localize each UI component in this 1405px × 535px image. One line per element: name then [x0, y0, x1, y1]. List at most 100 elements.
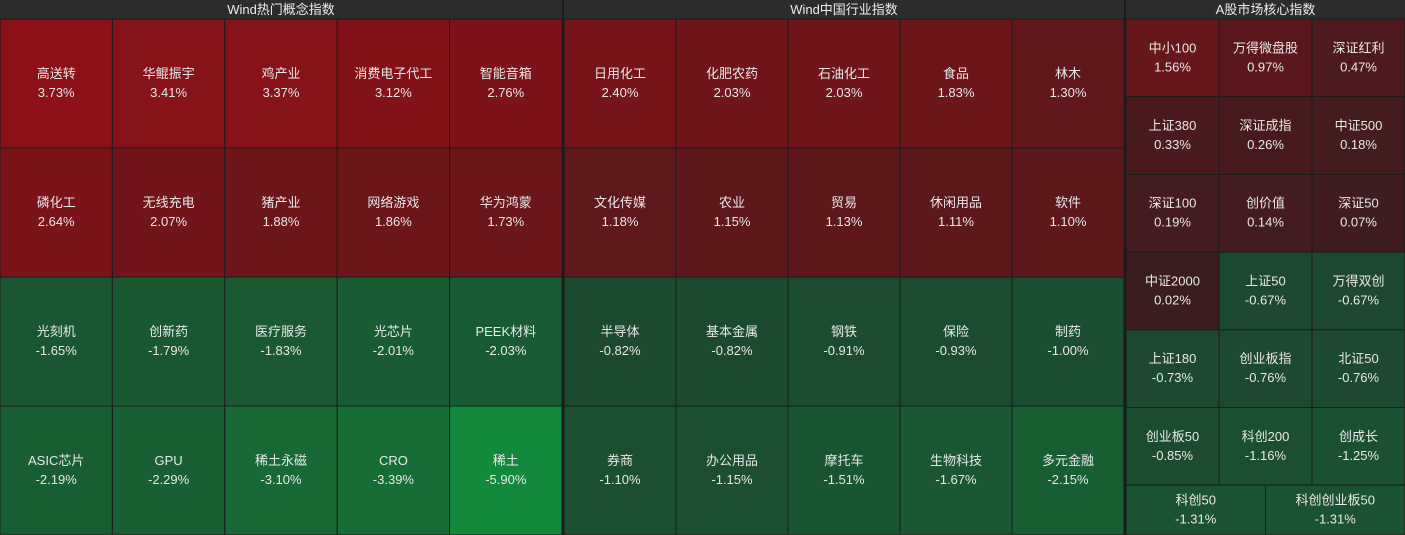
tile-value: 1.11% — [938, 214, 974, 229]
heat-tile — [1265, 484, 1405, 535]
tile-value: 1.73% — [487, 214, 524, 229]
panel-header — [564, 0, 1124, 19]
tile-name: 摩托车 — [824, 453, 863, 468]
tile-name: 鸡产业 — [261, 66, 300, 81]
tile-value: 1.83% — [938, 85, 975, 100]
heat-tile — [1218, 173, 1313, 253]
tile-value: 1.30% — [1050, 85, 1087, 100]
heat-tile — [1218, 407, 1313, 486]
tile-name: 中证2000 — [1145, 273, 1200, 288]
heat-tile — [449, 405, 563, 535]
tile-value: -1.79% — [148, 343, 190, 358]
heat-tile — [899, 18, 1013, 149]
heat-tile — [449, 147, 563, 278]
heat-tile — [675, 405, 789, 535]
tile-value: -0.82% — [711, 343, 753, 358]
tile-value: -0.67% — [1245, 292, 1287, 307]
tile-value: 0.97% — [1247, 59, 1284, 74]
tile-name: 深证50 — [1338, 196, 1378, 211]
heat-tile — [0, 147, 113, 278]
heat-tile — [899, 405, 1013, 535]
tile-value: -0.73% — [1152, 370, 1194, 385]
panel-title: Wind热门概念指数 — [227, 2, 335, 17]
heat-tile — [1011, 276, 1125, 407]
tile-name: 化肥农药 — [706, 66, 758, 81]
tile-name: 科创200 — [1242, 429, 1290, 444]
heat-tile — [1218, 329, 1313, 408]
tile-name: 科创50 — [1176, 493, 1216, 508]
tile-value: -1.31% — [1315, 512, 1357, 527]
tile-name: 网络游戏 — [367, 195, 419, 210]
tile-name: 深证红利 — [1332, 40, 1384, 55]
heat-tile — [1311, 407, 1405, 486]
tile-value: -0.85% — [1152, 448, 1194, 463]
heat-tile — [111, 276, 226, 407]
tile-name: 上证50 — [1245, 273, 1285, 288]
heat-tile — [449, 276, 563, 407]
tile-value: 3.41% — [150, 85, 187, 100]
tile-name: 文化传媒 — [594, 195, 646, 210]
heat-tile — [563, 276, 677, 407]
tile-value: 1.56% — [1154, 59, 1191, 74]
tile-value: -1.31% — [1175, 512, 1217, 527]
tile-value: 1.86% — [375, 214, 412, 229]
tile-value: 1.88% — [263, 214, 300, 229]
tile-name: 多元金融 — [1042, 453, 1094, 468]
heat-tile — [563, 147, 677, 278]
tile-value: 0.14% — [1247, 215, 1284, 230]
tile-name: 光刻机 — [37, 324, 76, 339]
tile-name: 无线充电 — [143, 195, 195, 210]
tile-value: 0.47% — [1340, 59, 1377, 74]
tile-value: -0.76% — [1338, 370, 1380, 385]
heat-tile — [336, 276, 451, 407]
tile-value: 0.02% — [1154, 292, 1191, 307]
heat-tile — [1125, 329, 1220, 408]
tile-value: -2.29% — [148, 472, 190, 487]
tile-name: 创业板指 — [1239, 351, 1291, 366]
tile-value: 2.76% — [487, 85, 524, 100]
heat-tile — [1218, 18, 1313, 98]
heat-tile — [336, 18, 451, 149]
heat-tile — [787, 405, 901, 535]
tile-name: GPU — [155, 453, 183, 468]
heat-tile — [563, 405, 677, 535]
tile-name: 万得微盘股 — [1233, 40, 1298, 55]
tile-name: 深证100 — [1149, 196, 1197, 211]
heat-tile — [899, 276, 1013, 407]
tile-value: 1.10% — [1050, 214, 1087, 229]
tile-name: 深证成指 — [1239, 118, 1291, 133]
tile-value: -1.15% — [711, 472, 753, 487]
tile-name: 创业板50 — [1146, 429, 1199, 444]
tile-value: -1.65% — [36, 343, 78, 358]
heat-tile — [787, 276, 901, 407]
tile-name: 稀土 — [493, 453, 519, 468]
tile-name: 光芯片 — [374, 324, 413, 339]
tile-name: 稀土永磁 — [255, 453, 307, 468]
heat-tile — [336, 147, 451, 278]
heat-tile — [1311, 18, 1405, 98]
tile-name: ASIC芯片 — [28, 453, 84, 468]
tile-value: -2.01% — [373, 343, 415, 358]
tile-name: 中小100 — [1149, 40, 1197, 55]
tile-name: 石油化工 — [818, 66, 870, 81]
heat-tile — [787, 147, 901, 278]
heat-tile — [1125, 96, 1220, 175]
heat-tile — [1311, 96, 1405, 175]
tile-value: 2.03% — [826, 85, 863, 100]
tile-value: -3.39% — [373, 472, 415, 487]
tile-value: 0.19% — [1154, 215, 1191, 230]
heat-tile — [224, 405, 338, 535]
heat-tile — [1311, 173, 1405, 253]
heat-tile — [1125, 18, 1220, 98]
tile-value: -0.82% — [599, 343, 641, 358]
heat-tile — [224, 147, 338, 278]
heat-tile — [563, 18, 677, 149]
tile-name: 消费电子代工 — [354, 66, 432, 81]
heat-tile — [1125, 173, 1220, 253]
tile-value: -2.19% — [36, 472, 78, 487]
tile-name: 上证380 — [1149, 118, 1197, 133]
tile-name: 食品 — [943, 66, 969, 81]
tile-value: 0.18% — [1340, 137, 1377, 152]
heat-tile — [1311, 251, 1405, 331]
heat-tile — [675, 276, 789, 407]
